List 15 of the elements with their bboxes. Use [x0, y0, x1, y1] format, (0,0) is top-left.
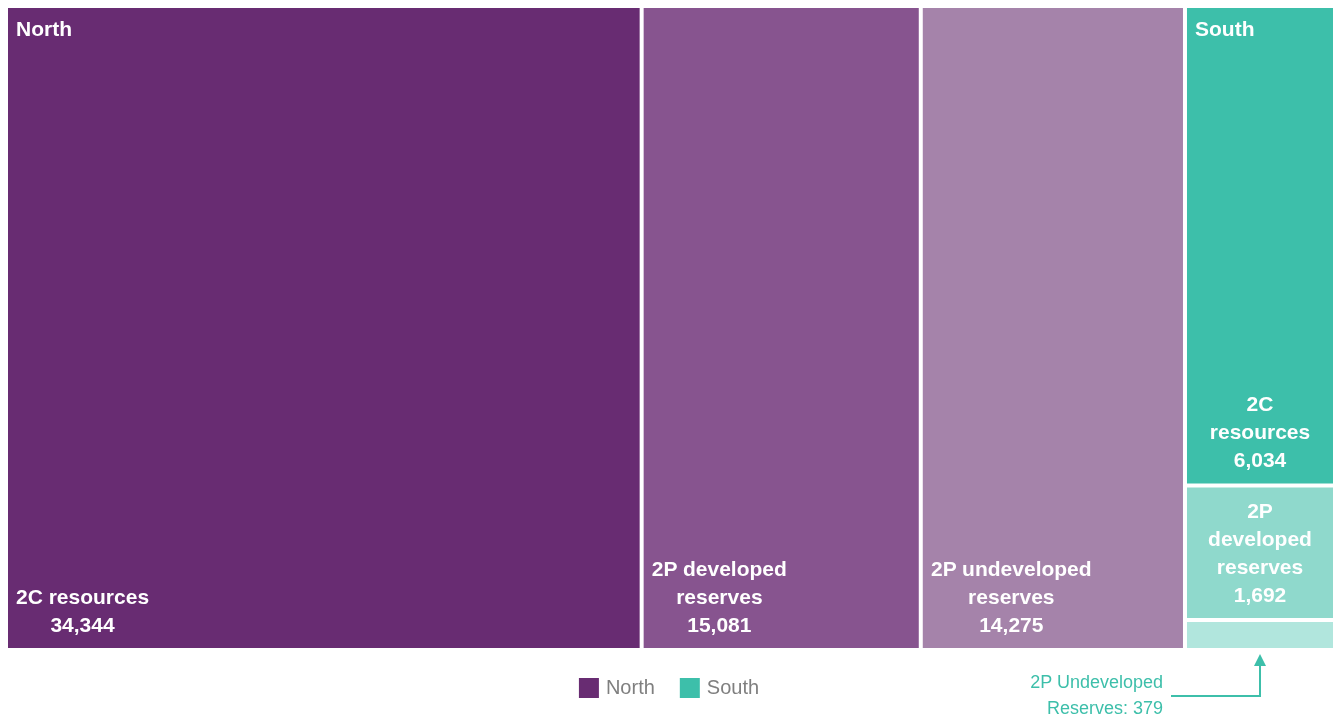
data-label: 2P Undeveloped Reserves: 379: [1030, 672, 1163, 718]
legend-label: South: [706, 675, 760, 698]
category-label: 2C resources: [16, 585, 150, 608]
text: North: [16, 17, 72, 41]
category-label: 2P developed reserves: [1208, 498, 1312, 578]
data-label: 6,034: [1233, 448, 1287, 472]
category-label: 2P undeveloped reserves: [930, 557, 1092, 608]
legend-label: North: [605, 675, 655, 698]
data-label: 14,275: [979, 613, 1044, 636]
category-label: 2P developed reserves: [651, 557, 787, 608]
category-label: 2C resources: [1209, 392, 1311, 444]
text: South: [1194, 17, 1255, 41]
data-label: 34,344: [50, 613, 115, 636]
data-label: 1,692: [1233, 582, 1287, 606]
data-label: 15,081: [687, 613, 752, 636]
